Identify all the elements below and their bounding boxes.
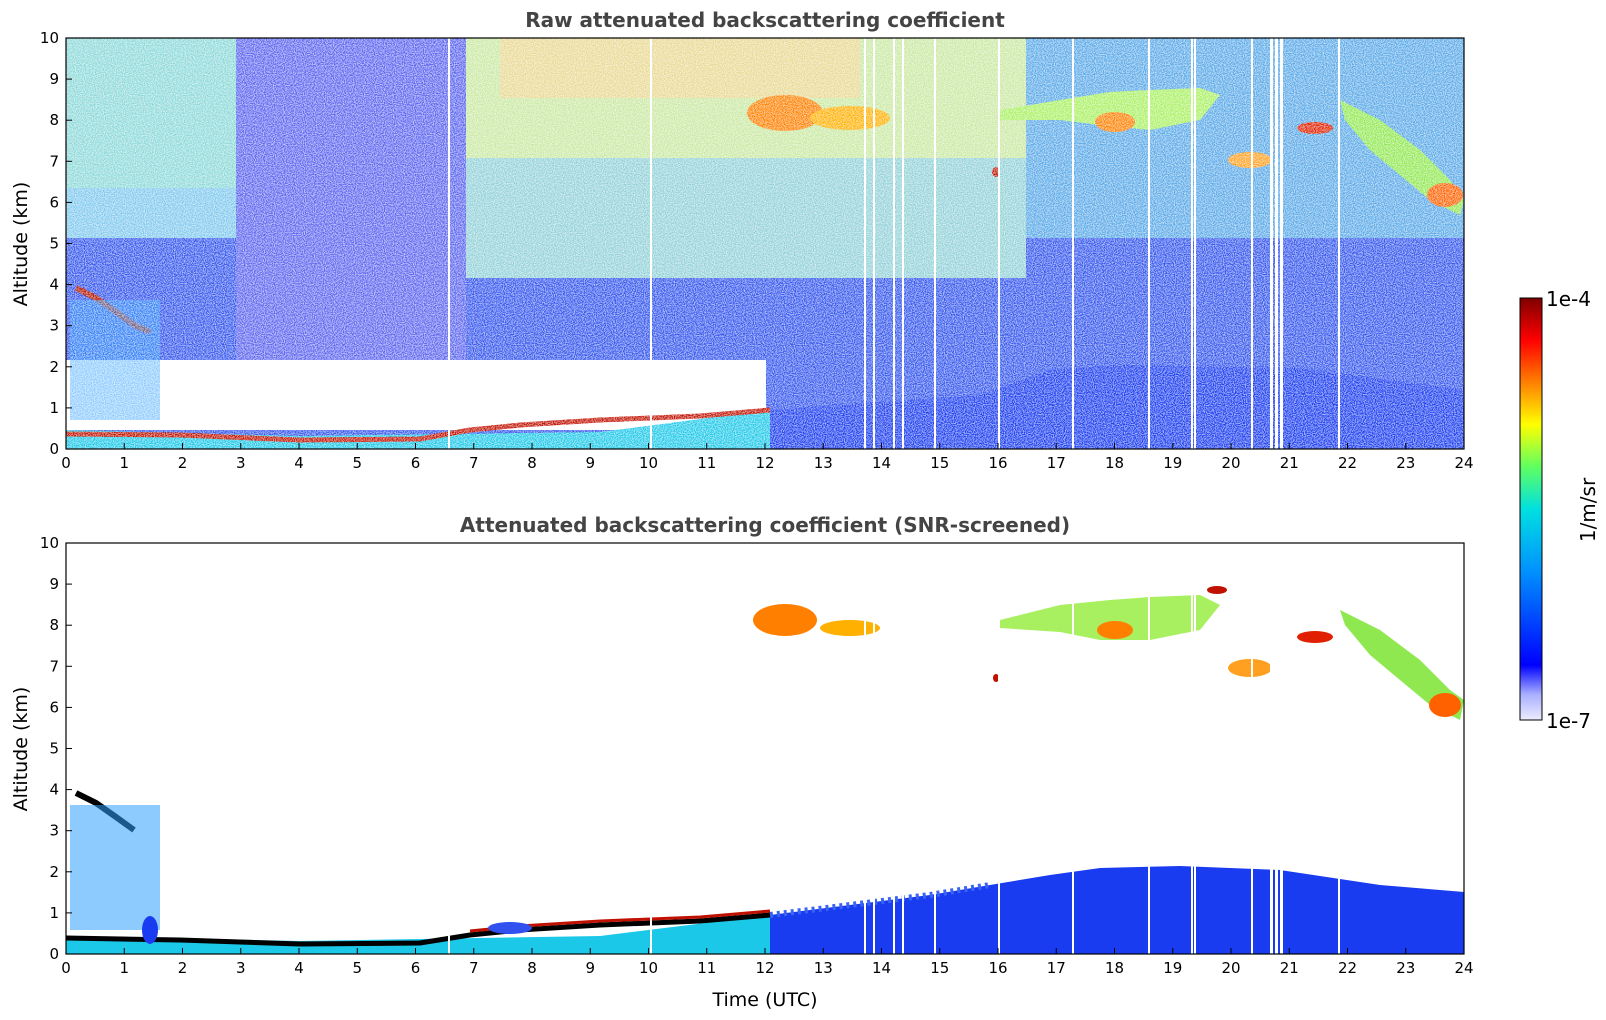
panel-title-screened: Attenuated backscattering coefficient (S… — [460, 513, 1070, 537]
y-tick-label-screened: 6 — [49, 698, 59, 716]
x-tick-label-screened: 11 — [697, 959, 716, 977]
x-tick-label-screened: 9 — [585, 959, 595, 977]
xlabel-time: Time (UTC) — [711, 989, 817, 1011]
y-tick-label-screened: 2 — [49, 863, 59, 881]
x-tick-label-raw: 20 — [1221, 454, 1240, 472]
y-tick-label-screened: 1 — [49, 904, 59, 922]
x-tick-label-raw: 13 — [814, 454, 833, 472]
colorbar-gradient — [1519, 297, 1543, 721]
x-tick-label-raw: 8 — [527, 454, 537, 472]
x-tick-label-screened: 10 — [639, 959, 658, 977]
x-tick-label-raw: 0 — [61, 454, 71, 472]
x-tick-label-raw: 18 — [1105, 454, 1124, 472]
y-tick-label-screened: 10 — [40, 534, 59, 552]
x-tick-label-raw: 16 — [988, 454, 1007, 472]
x-tick-label-raw: 22 — [1338, 454, 1357, 472]
y-tick-label-raw: 2 — [49, 358, 59, 376]
x-tick-label-raw: 15 — [930, 454, 949, 472]
x-tick-label-raw: 7 — [469, 454, 479, 472]
x-tick-label-screened: 24 — [1454, 959, 1473, 977]
y-tick-label-screened: 0 — [49, 945, 59, 963]
x-tick-label-raw: 1 — [119, 454, 129, 472]
y-tick-label-screened: 5 — [49, 740, 59, 758]
y-tick-label-screened: 9 — [49, 575, 59, 593]
x-tick-label-screened: 15 — [930, 959, 949, 977]
panel-title-raw: Raw attenuated backscattering coefficien… — [525, 8, 1005, 32]
x-tick-label-screened: 14 — [872, 959, 891, 977]
x-tick-label-raw: 14 — [872, 454, 891, 472]
y-tick-label-raw: 9 — [49, 70, 59, 88]
x-tick-label-raw: 5 — [352, 454, 362, 472]
colorbar-max-label: 1e-4 — [1546, 287, 1591, 311]
y-tick-label-screened: 8 — [49, 616, 59, 634]
x-tick-label-screened: 20 — [1221, 959, 1240, 977]
x-tick-label-screened: 22 — [1338, 959, 1357, 977]
x-tick-label-raw: 9 — [585, 454, 595, 472]
x-tick-label-screened: 6 — [411, 959, 421, 977]
x-tick-label-screened: 5 — [352, 959, 362, 977]
x-tick-label-screened: 3 — [236, 959, 246, 977]
x-tick-label-screened: 23 — [1396, 959, 1415, 977]
x-tick-label-raw: 19 — [1163, 454, 1182, 472]
x-tick-label-raw: 23 — [1396, 454, 1415, 472]
x-tick-label-screened: 12 — [755, 959, 774, 977]
x-tick-label-raw: 6 — [411, 454, 421, 472]
y-tick-label-raw: 3 — [49, 317, 59, 335]
x-tick-label-screened: 13 — [814, 959, 833, 977]
x-tick-label-raw: 10 — [639, 454, 658, 472]
y-tick-label-raw: 5 — [49, 235, 59, 253]
y-tick-label-raw: 7 — [49, 152, 59, 170]
x-tick-label-screened: 4 — [294, 959, 304, 977]
x-tick-label-raw: 4 — [294, 454, 304, 472]
data-gaps-raw — [448, 38, 1340, 449]
x-tick-label-raw: 11 — [697, 454, 716, 472]
colorbar: 1e-4 1e-7 1/m/sr — [1519, 287, 1600, 733]
colorbar-unit-label: 1/m/sr — [1576, 477, 1600, 542]
x-tick-label-screened: 17 — [1047, 959, 1066, 977]
x-tick-label-screened: 1 — [119, 959, 129, 977]
y-tick-label-raw: 10 — [40, 29, 59, 47]
y-tick-label-screened: 4 — [49, 781, 59, 799]
x-tick-label-screened: 7 — [469, 959, 479, 977]
x-tick-label-screened: 0 — [61, 959, 71, 977]
ylabel-raw: Altitude (km) — [10, 182, 32, 307]
y-tick-label-raw: 4 — [49, 276, 59, 294]
x-tick-label-screened: 18 — [1105, 959, 1124, 977]
ticks-screened: 0 1 2 3 4 5 6 7 8 9 10 11 12 13 14 15 16 17 18 19 20 21 22 23 24… — [40, 534, 1474, 977]
x-tick-label-raw: 24 — [1454, 454, 1473, 472]
ticks-raw: 0 1 2 3 4 5 6 7 8 9 10 11 12 13 14 15 16 17 18 19 20 21 22 23 24… — [40, 29, 1474, 472]
x-tick-label-screened: 16 — [988, 959, 1007, 977]
x-tick-label-raw: 2 — [178, 454, 188, 472]
y-tick-label-raw: 6 — [49, 193, 59, 211]
x-tick-label-screened: 2 — [178, 959, 188, 977]
x-tick-label-screened: 19 — [1163, 959, 1182, 977]
x-tick-label-screened: 8 — [527, 959, 537, 977]
data-gaps-screened — [448, 543, 1340, 954]
y-tick-label-raw: 1 — [49, 399, 59, 417]
y-tick-label-raw: 0 — [49, 440, 59, 458]
x-tick-label-screened: 21 — [1280, 959, 1299, 977]
x-tick-label-raw: 21 — [1280, 454, 1299, 472]
x-tick-label-raw: 12 — [755, 454, 774, 472]
y-tick-label-raw: 8 — [49, 111, 59, 129]
y-tick-label-screened: 3 — [49, 822, 59, 840]
x-tick-label-raw: 3 — [236, 454, 246, 472]
colorbar-min-label: 1e-7 — [1546, 709, 1591, 733]
heatmap-raw — [66, 38, 1464, 449]
x-tick-label-raw: 17 — [1047, 454, 1066, 472]
heatmap-screened — [66, 543, 1464, 954]
y-tick-label-screened: 7 — [49, 657, 59, 675]
ylabel-screened: Altitude (km) — [10, 687, 32, 812]
